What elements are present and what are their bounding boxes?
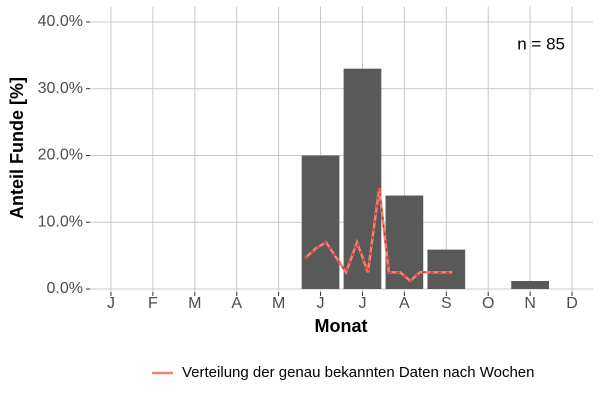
y-axis-label: Anteil Funde [%] xyxy=(7,77,27,219)
x-tick-label: J xyxy=(107,295,115,312)
x-tick-label: M xyxy=(272,295,285,312)
x-tick-label: F xyxy=(148,295,158,312)
x-tick-label: D xyxy=(566,295,578,312)
y-tick-label: 0.0% xyxy=(47,280,83,297)
bar xyxy=(301,155,340,289)
bar xyxy=(343,68,382,289)
x-tick-label: N xyxy=(524,295,536,312)
y-tick-label: 30.0% xyxy=(38,80,83,97)
bar xyxy=(427,249,466,289)
x-tick-label: A xyxy=(399,295,410,312)
x-tick-label: J xyxy=(317,295,325,312)
x-tick-label: M xyxy=(188,295,201,312)
x-tick-label: J xyxy=(358,295,366,312)
annotation: n = 85 xyxy=(517,34,565,53)
line-dash xyxy=(304,188,453,282)
y-tick-label: 20.0% xyxy=(38,147,83,164)
y-tick-label: 40.0% xyxy=(38,13,83,30)
y-tick-label: 10.0% xyxy=(38,213,83,230)
x-tick-label: A xyxy=(231,295,242,312)
x-tick-label: S xyxy=(441,295,452,312)
bar xyxy=(511,280,549,289)
x-tick-label: O xyxy=(482,295,494,312)
x-axis-label: Monat xyxy=(315,316,368,336)
legend-label: Verteilung der genau bekannten Daten nac… xyxy=(182,364,535,381)
